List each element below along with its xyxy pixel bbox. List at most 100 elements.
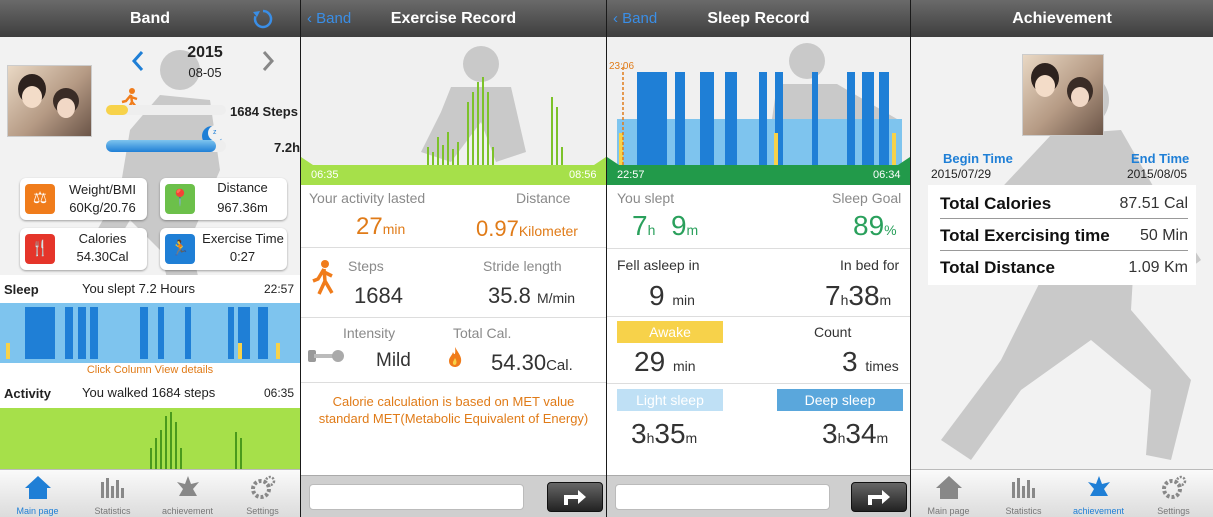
sleep-row-time: 22:57	[264, 282, 295, 296]
in-bed-label: In bed for	[840, 257, 900, 273]
exercise-start-time: 06:35	[311, 169, 339, 181]
tab-main-page[interactable]: Main page	[0, 470, 75, 517]
share-text-input[interactable]	[309, 484, 524, 510]
prev-date-icon[interactable]	[130, 50, 146, 72]
sleep-mini-chart[interactable]	[0, 303, 300, 363]
next-date-icon[interactable]	[260, 50, 276, 72]
sleep-title: Sleep Record	[707, 10, 810, 27]
share-text-input[interactable]	[615, 484, 830, 510]
tab-settings[interactable]: Settings	[225, 470, 300, 517]
stride-value: 35.8 M/min	[488, 283, 576, 308]
tab-main-page[interactable]: Main page	[911, 470, 986, 517]
sleep-end-time: 06:34	[873, 169, 901, 181]
weight-card[interactable]: ⚖ Weight/BMI 60Kg/20.76	[20, 178, 147, 220]
intensity-value: Mild	[376, 350, 411, 371]
distance-label: Distance	[516, 190, 571, 206]
end-time-value: 2015/08/05	[1127, 167, 1188, 181]
exercise-navbar: ‹ Band Exercise Record	[301, 0, 606, 37]
steps-text: 1684 Steps	[230, 104, 298, 119]
walker-icon	[312, 260, 334, 295]
activity-row[interactable]: Activity You walked 1684 steps 06:35	[0, 378, 300, 408]
activity-mini-chart[interactable]	[0, 408, 300, 469]
band-screen: Band 2015 08-05 1684 Steps z 7.2h ⚖ Weig…	[0, 0, 300, 517]
end-time-label: End Time	[1131, 151, 1190, 166]
goal-value: 89%	[853, 210, 897, 241]
intensity-label: Intensity	[343, 325, 396, 341]
home-icon	[24, 476, 51, 499]
share-button[interactable]	[547, 482, 603, 512]
runner-icon: 🏃	[165, 234, 195, 264]
slept-value: 7h 9m	[632, 210, 699, 241]
calories-card[interactable]: 🍴 Calories 54.30Cal	[20, 228, 147, 270]
exercise-chart[interactable]: 06:35 08:56	[301, 37, 606, 185]
total-distance-label: Total Distance	[940, 258, 1055, 277]
svg-text:z: z	[213, 129, 217, 136]
total-distance-value: 1.09 Km	[1128, 259, 1188, 276]
calories-label: Calories	[78, 231, 127, 246]
exercise-time-value: 0:27	[229, 249, 256, 264]
sleep-share-bar	[607, 475, 910, 517]
calories-value: 54.30Cal	[76, 249, 129, 264]
distance-value: 967.36m	[217, 200, 268, 215]
fell-asleep-value: 9 min	[649, 280, 695, 311]
awake-badge: Awake	[617, 321, 723, 343]
begin-time-label: Begin Time	[943, 151, 1013, 166]
share-arrow-icon	[868, 490, 890, 505]
total-exercising-label: Total Exercising time	[940, 226, 1110, 245]
total-calories-value: 87.51 Cal	[1119, 195, 1189, 212]
sleep-hours-text: 7.2h	[274, 140, 300, 155]
count-value: 3 times	[842, 346, 899, 377]
tab-statistics[interactable]: Statistics	[75, 470, 150, 517]
profile-photo[interactable]	[7, 65, 92, 137]
total-calories-row: Total Calories 87.51 Cal	[940, 194, 1188, 219]
gear-icon	[1161, 475, 1186, 499]
click-hint[interactable]: Click Column View details	[0, 363, 300, 378]
weight-label: Weight/BMI	[69, 182, 136, 197]
achievement-icon	[1087, 476, 1110, 496]
total-cal-label: Total Cal.	[453, 325, 512, 341]
distance-card[interactable]: 📍 Distance 967.36m	[160, 178, 287, 220]
in-bed-value: 7h38m	[825, 280, 892, 311]
achievement-photo[interactable]	[1022, 54, 1104, 136]
fell-asleep-label: Fell asleep in	[617, 257, 700, 273]
back-button[interactable]: ‹ Band	[307, 10, 352, 27]
achievement-icon	[176, 476, 199, 496]
sleep-row-label: Sleep	[4, 282, 39, 297]
lasted-label: Your activity lasted	[309, 190, 426, 206]
bar-chart-icon	[100, 478, 124, 498]
location-pin-icon: 📍	[165, 184, 195, 214]
share-button[interactable]	[851, 482, 907, 512]
sleep-row-text: You slept 7.2 Hours	[82, 281, 195, 296]
exercise-end-time: 08:56	[569, 169, 597, 181]
tab-achievement[interactable]: achievement	[150, 470, 225, 517]
fork-knife-icon: 🍴	[25, 234, 55, 264]
sync-icon[interactable]	[252, 8, 274, 30]
achievement-title: Achievement	[1012, 10, 1112, 27]
total-distance-row: Total Distance 1.09 Km	[940, 258, 1188, 283]
tab-statistics[interactable]: Statistics	[986, 470, 1061, 517]
sleep-navbar: ‹ Band Sleep Record	[607, 0, 910, 37]
year-label: 2015	[187, 44, 223, 61]
runner-silhouette-icon	[80, 50, 220, 330]
band-title: Band	[130, 10, 170, 27]
back-button[interactable]: ‹ Band	[613, 10, 658, 27]
band-navbar: Band	[0, 0, 300, 37]
deep-sleep-badge: Deep sleep	[777, 389, 903, 411]
activity-row-text: You walked 1684 steps	[82, 385, 216, 400]
share-arrow-icon	[564, 490, 586, 505]
sleep-start-time: 22:57	[617, 169, 645, 181]
tab-achievement[interactable]: achievement	[1061, 470, 1136, 517]
sleep-chart[interactable]: 23:06 22:57 06:34	[607, 37, 910, 185]
sleep-row[interactable]: Sleep You slept 7.2 Hours 22:57	[0, 275, 300, 303]
cal-value: 54.30Cal.	[491, 350, 573, 375]
exercise-time-label: Exercise Time	[202, 231, 284, 246]
achievement-tabbar: Main page Statistics achievement Setting…	[911, 469, 1213, 517]
exercise-share-bar	[301, 475, 606, 517]
steps-progress-bar	[106, 105, 226, 115]
exercise-time-card[interactable]: 🏃 Exercise Time 0:27	[160, 228, 287, 270]
tab-settings[interactable]: Settings	[1136, 470, 1211, 517]
home-icon	[935, 476, 962, 499]
exercise-bars	[301, 77, 606, 185]
achievement-screen: Achievement Begin Time 2015/07/29 End Ti…	[911, 0, 1213, 517]
exercise-screen: ‹ Band Exercise Record 06:35 08:56 Your …	[301, 0, 606, 517]
